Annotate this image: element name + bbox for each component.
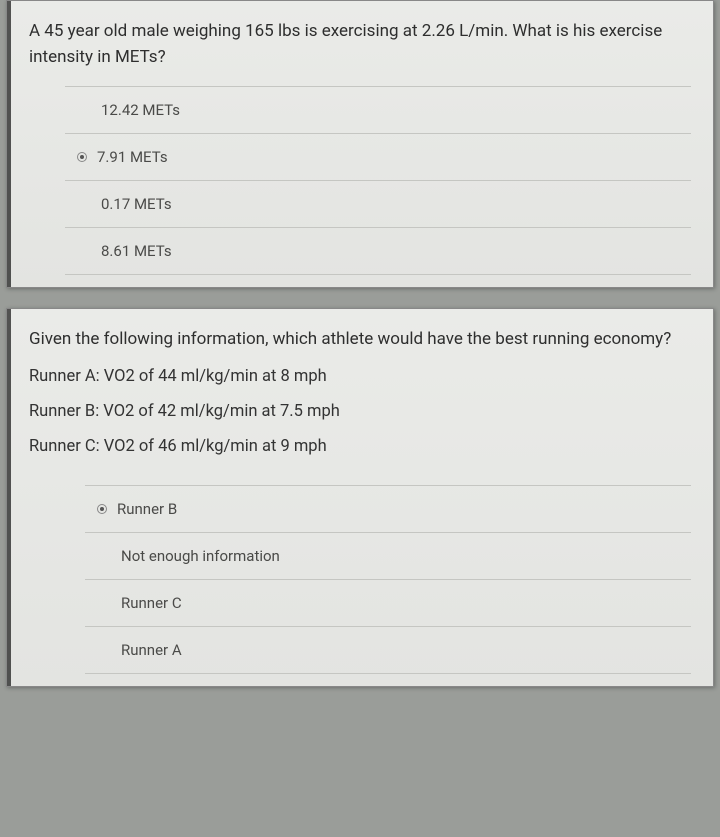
q1-option-0-label: 12.42 METs	[101, 101, 180, 119]
question-card-2: Given the following information, which a…	[6, 308, 714, 687]
question-card-2-inner: Given the following information, which a…	[7, 309, 713, 686]
q2-option-1[interactable]: Not enough information	[85, 532, 691, 579]
radio-selected-icon	[77, 152, 87, 162]
q1-option-1-label: 7.91 METs	[97, 148, 168, 166]
question-card-1: A 45 year old male weighing 165 lbs is e…	[6, 0, 714, 288]
question-2-prompt: Given the following information, which a…	[29, 327, 691, 353]
question-2-options: Runner B Not enough information Runner C…	[85, 485, 691, 674]
q2-detail-2: Runner C: VO2 of 46 ml/kg/min at 9 mph	[29, 431, 691, 462]
question-1-prompt: A 45 year old male weighing 165 lbs is e…	[29, 19, 691, 70]
q2-detail-0: Runner A: VO2 of 44 ml/kg/min at 8 mph	[29, 361, 691, 392]
q2-option-1-label: Not enough information	[121, 547, 280, 565]
q1-option-3-label: 8.61 METs	[101, 242, 172, 260]
q2-option-0-label: Runner B	[117, 500, 177, 518]
q1-option-2-label: 0.17 METs	[101, 195, 172, 213]
q2-option-0[interactable]: Runner B	[85, 485, 691, 532]
q1-option-2[interactable]: 0.17 METs	[65, 180, 691, 227]
q1-option-1[interactable]: 7.91 METs	[65, 133, 691, 180]
q1-option-3[interactable]: 8.61 METs	[65, 227, 691, 275]
q2-option-3[interactable]: Runner A	[85, 626, 691, 674]
q1-option-0[interactable]: 12.42 METs	[65, 86, 691, 133]
q2-option-3-label: Runner A	[121, 641, 182, 659]
question-1-options: 12.42 METs 7.91 METs 0.17 METs 8.61 METs	[65, 86, 691, 275]
q2-option-2-label: Runner C	[121, 594, 182, 612]
question-card-1-inner: A 45 year old male weighing 165 lbs is e…	[7, 1, 713, 287]
q2-option-2[interactable]: Runner C	[85, 579, 691, 626]
q2-detail-1: Runner B: VO2 of 42 ml/kg/min at 7.5 mph	[29, 396, 691, 427]
radio-selected-icon	[97, 504, 107, 514]
